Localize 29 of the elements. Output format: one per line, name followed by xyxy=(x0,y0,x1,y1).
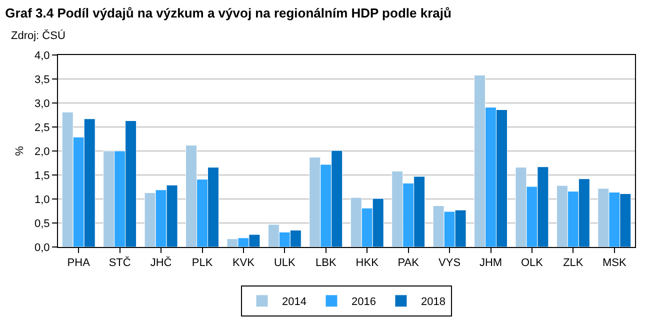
x-tick-label: OLK xyxy=(520,257,544,270)
y-axis-title: % xyxy=(14,146,26,156)
x-tick-label: ZLK xyxy=(563,257,584,270)
y-tick-label: 3,0 xyxy=(34,98,50,110)
x-tick-label: HKK xyxy=(356,257,380,270)
y-tick-label: 1,5 xyxy=(34,170,50,182)
y-tick-label: 1,0 xyxy=(34,194,50,206)
y-tick-label: 0,5 xyxy=(34,218,50,230)
chart-title: Graf 3.4 Podíl výdajů na výzkum a vývoj na regionálním HDP podle krajů xyxy=(5,5,452,20)
y-tick-label: 3,5 xyxy=(34,74,50,86)
legend-label: 2018 xyxy=(420,296,446,308)
y-tick-label: 2,5 xyxy=(34,122,50,134)
y-tick-label: 2,0 xyxy=(34,146,50,158)
x-tick-label: LBK xyxy=(315,257,337,270)
x-tick-label: PHA xyxy=(67,257,91,270)
y-tick-label: 4,0 xyxy=(34,50,50,62)
x-tick-label: PAK xyxy=(398,257,420,270)
y-tick-label: 0,0 xyxy=(34,242,50,254)
x-tick-label: MSK xyxy=(602,257,627,270)
x-tick-label: ULK xyxy=(274,257,296,270)
x-tick-label: KVK xyxy=(232,257,256,270)
x-tick-label: JHČ xyxy=(150,256,172,270)
x-tick-label: JHM xyxy=(479,257,502,270)
legend-label: 2016 xyxy=(351,296,376,308)
x-tick-label: STČ xyxy=(108,256,131,270)
text: Zdroj: ČSÚ xyxy=(11,29,66,42)
legend-label: 2014 xyxy=(282,296,306,308)
x-tick-label: VYS xyxy=(438,257,461,270)
x-tick-label: PLK xyxy=(192,257,214,270)
